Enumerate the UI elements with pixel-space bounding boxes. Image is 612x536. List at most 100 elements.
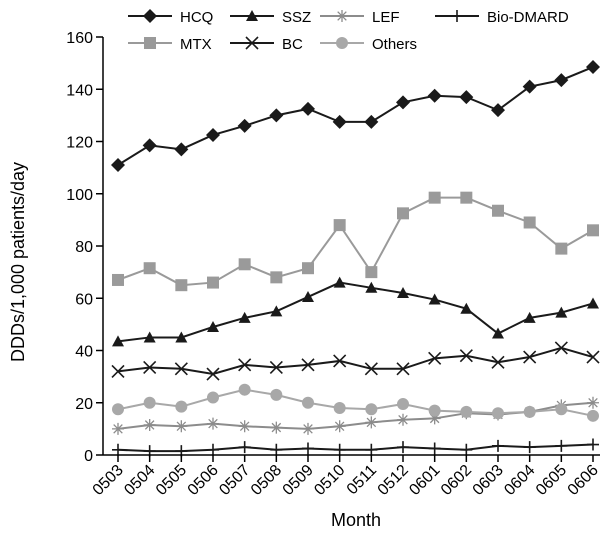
data-point-bc [523, 350, 537, 364]
data-point-lef [143, 418, 156, 431]
data-point-hcq [269, 108, 284, 123]
series-line-mtx [117, 196, 594, 287]
data-point-hcq [396, 95, 410, 110]
y-tick-label: 60 [75, 291, 93, 308]
data-point-hcq [301, 101, 315, 116]
x-tick-label: 0508 [248, 462, 285, 499]
data-point-bc [428, 351, 442, 365]
x-tick-label: 0604 [501, 462, 538, 499]
series-line-hcq [117, 66, 594, 166]
data-point-hcq [459, 90, 474, 105]
data-point-hcq [332, 114, 347, 129]
series-others [112, 383, 599, 422]
legend-marker-bc [245, 36, 259, 50]
legend-marker-others [336, 37, 348, 49]
y-tick-label: 160 [66, 30, 93, 47]
data-point-others [333, 401, 346, 414]
legend-label-mtx: MTX [180, 36, 212, 53]
data-point-ssz [207, 320, 219, 332]
data-point-ssz [492, 327, 504, 339]
data-point-others [143, 396, 156, 409]
data-point-bio-dmard [207, 443, 219, 456]
data-point-hcq [174, 142, 189, 157]
data-point-bio-dmard [492, 439, 504, 452]
data-point-ssz [302, 290, 314, 302]
data-point-ssz [428, 293, 441, 305]
data-point-mtx [523, 216, 536, 229]
data-point-bc [206, 367, 220, 381]
legend-marker-lef [336, 10, 348, 22]
data-point-others [365, 403, 378, 416]
data-point-ssz [523, 311, 536, 323]
data-point-others [207, 391, 219, 404]
data-point-bio-dmard [587, 438, 599, 451]
data-point-bio-dmard [523, 441, 536, 454]
y-axis-ticks: 0 20 40 60 80 100 120 140 160 [66, 30, 103, 465]
data-point-lef [428, 412, 441, 425]
legend-label-lef: LEF [372, 9, 400, 26]
x-tick-label: 0605 [533, 462, 570, 499]
data-point-bc [491, 355, 505, 369]
data-point-ssz [112, 335, 124, 347]
y-tick-label: 140 [66, 82, 93, 99]
data-point-mtx [587, 224, 599, 237]
data-point-others [238, 383, 251, 396]
legend-label-bc: BC [282, 36, 303, 53]
data-point-bio-dmard [365, 443, 378, 456]
data-point-lef [207, 417, 219, 430]
series-layer [111, 60, 600, 458]
x-tick-label: 0511 [344, 462, 380, 498]
data-point-lef [397, 413, 409, 426]
x-tick-label: 0512 [375, 462, 412, 499]
data-point-bc [364, 362, 378, 376]
data-point-bc [396, 362, 410, 376]
series-line-others [117, 388, 594, 417]
legend-item-hcq: HCQ [128, 9, 213, 26]
data-point-mtx [397, 207, 409, 220]
data-point-others [492, 407, 504, 420]
data-point-bc [269, 360, 283, 375]
y-tick-label: 40 [75, 344, 93, 361]
data-point-bio-dmard [333, 443, 346, 456]
x-axis-ticks: 0503050405050506050705080509051005110512… [90, 455, 602, 499]
data-point-ssz [397, 287, 409, 299]
data-point-lef [302, 422, 314, 435]
data-point-bc [333, 354, 347, 368]
data-point-mtx [333, 219, 346, 232]
legend-label-ssz: SSZ [282, 9, 311, 26]
data-point-hcq [491, 103, 505, 118]
series-ssz [112, 276, 599, 347]
series-hcq [111, 60, 600, 173]
y-axis-title: DDDs/1,000 patients/day [8, 162, 28, 362]
data-point-others [428, 404, 441, 417]
data-point-bc [238, 358, 252, 372]
series-mtx [112, 191, 599, 292]
data-point-lef [238, 420, 251, 433]
data-point-hcq [237, 118, 252, 133]
x-tick-label: 0510 [311, 462, 348, 499]
data-point-others [112, 403, 124, 416]
data-point-mtx [270, 271, 283, 284]
legend-item-lef: LEF [320, 9, 400, 26]
x-tick-label: 0606 [565, 462, 602, 499]
x-tick-label: 0603 [470, 462, 507, 499]
series-line-lef [117, 401, 594, 430]
data-point-hcq [206, 127, 220, 142]
data-point-hcq [586, 60, 600, 75]
data-point-bio-dmard [555, 439, 568, 452]
data-point-mtx [112, 273, 124, 286]
series-line-bio-dmard [117, 443, 594, 453]
series-bio-dmard [112, 438, 599, 458]
data-point-lef [175, 420, 188, 433]
data-point-others [587, 409, 599, 422]
data-point-mtx [555, 242, 568, 255]
x-tick-label: 0509 [280, 462, 317, 499]
data-point-ssz [460, 302, 473, 314]
y-tick-label: 120 [66, 135, 93, 152]
data-point-others [270, 388, 283, 401]
data-point-lef [587, 396, 599, 409]
legend-marker-bio-dmard [451, 10, 463, 22]
data-point-others [397, 398, 409, 411]
data-point-bc [554, 341, 568, 355]
